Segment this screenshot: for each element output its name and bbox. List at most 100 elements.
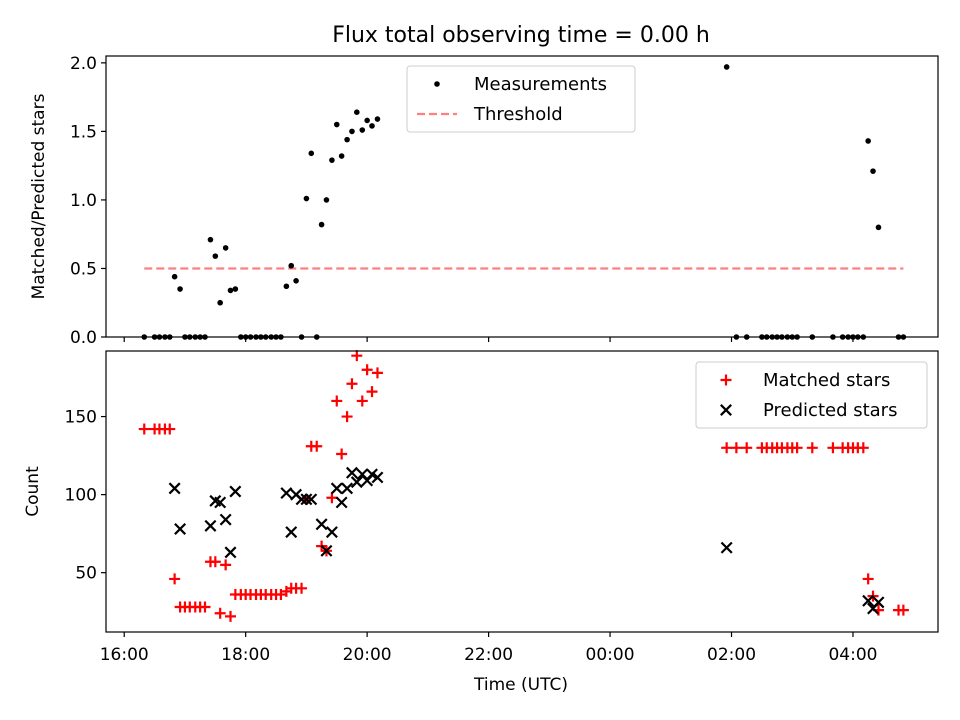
data-point — [293, 278, 299, 284]
legend-marker — [720, 404, 732, 416]
data-point — [359, 127, 366, 133]
plot-frame — [105, 350, 939, 633]
data-point — [217, 299, 223, 306]
data-point — [346, 378, 358, 390]
data-point — [870, 168, 876, 174]
data-point — [354, 109, 360, 115]
data-point — [897, 604, 909, 616]
x-tick-label: 16:00 — [100, 645, 149, 665]
data-point — [288, 262, 295, 269]
data-point — [875, 224, 882, 231]
data-point — [308, 150, 315, 157]
data-point — [212, 253, 219, 259]
data-point — [333, 121, 340, 128]
data-point — [791, 442, 803, 454]
data-point — [171, 273, 178, 280]
data-point — [209, 556, 221, 568]
data-point — [220, 559, 232, 571]
data-point — [325, 526, 338, 539]
legend-entry: Measurements — [434, 74, 607, 95]
legend-label: Predicted stars — [763, 400, 897, 421]
legend-entry: Threshold — [417, 104, 563, 125]
data-point — [330, 482, 343, 495]
data-point — [865, 138, 871, 144]
legend-marker — [434, 81, 440, 87]
chart-title: Flux total observing time = 0.00 h — [332, 23, 710, 48]
data-point — [335, 496, 348, 509]
data-point — [857, 442, 869, 454]
x-tick-label: 00:00 — [586, 645, 635, 665]
data-point — [199, 601, 211, 613]
x-axis-label: Time (UTC) — [473, 675, 568, 695]
data-point — [351, 350, 363, 362]
data-point — [341, 482, 354, 495]
legend-box — [406, 65, 636, 133]
y-tick-label: 0.0 — [70, 328, 97, 348]
data-point — [369, 123, 375, 129]
data-point — [862, 594, 875, 607]
legend-label: Matched stars — [763, 370, 890, 391]
data-point — [222, 245, 229, 251]
y-axis-label: Matched/Predicted stars — [29, 93, 49, 299]
legend-box — [695, 361, 928, 429]
data-point — [331, 395, 343, 407]
panel-count: 16:00 18:00 20:00 22:00 00:00 02:00 04:00 50 100… — [23, 350, 939, 665]
data-point — [174, 522, 187, 535]
data-point — [295, 493, 308, 506]
data-point — [329, 157, 335, 163]
y-axis-label: Count — [23, 466, 43, 517]
data-point — [229, 485, 242, 498]
data-point — [364, 117, 370, 124]
panel-ratio: 0.0 0.5 1.0 1.5 2.0 Matched/Predicted stars Me… — [29, 54, 939, 348]
data-point — [338, 153, 345, 159]
x-tick-label: 18:00 — [221, 645, 270, 665]
data-point — [371, 471, 384, 484]
data-point — [349, 128, 355, 135]
plot-frame — [105, 55, 939, 338]
data-point — [361, 364, 373, 376]
data-point — [138, 423, 150, 435]
data-point — [204, 519, 217, 532]
data-point — [177, 286, 183, 292]
x-tick-label: 02:00 — [707, 645, 756, 665]
data-point — [320, 544, 333, 557]
data-point — [296, 582, 308, 594]
data-point — [872, 596, 885, 609]
x-tick-label: 04:00 — [828, 645, 877, 665]
y-tick-label: 100 — [65, 486, 97, 506]
data-point — [283, 283, 290, 290]
data-point — [827, 442, 839, 454]
data-point — [730, 442, 742, 454]
data-point — [224, 610, 236, 622]
data-point — [366, 386, 378, 398]
data-point — [311, 440, 323, 452]
data-point — [344, 136, 350, 143]
data-point — [280, 487, 293, 500]
data-point — [168, 482, 181, 495]
legend-marker — [720, 374, 732, 386]
data-point — [374, 116, 381, 122]
legend: Measurements Threshold — [406, 65, 636, 133]
data-point — [806, 442, 818, 454]
data-point — [356, 395, 368, 407]
y-tick-label: 150 — [65, 408, 97, 428]
data-point — [214, 607, 226, 619]
y-tick-label: 0.5 — [70, 259, 97, 279]
data-point — [720, 541, 733, 554]
data-point — [345, 466, 358, 479]
x-tick-label: 20:00 — [343, 645, 392, 665]
data-point — [318, 221, 325, 228]
data-point — [303, 195, 310, 202]
legend-label: Measurements — [474, 74, 607, 95]
series-matched-stars — [138, 350, 909, 622]
data-point — [326, 492, 338, 504]
legend-entry: Matched stars — [720, 370, 890, 391]
data-point — [305, 493, 318, 506]
data-point — [350, 476, 363, 489]
data-point — [723, 64, 730, 70]
data-point — [366, 468, 378, 481]
data-point — [323, 197, 330, 203]
legend-entry: Predicted stars — [720, 400, 897, 421]
data-point — [164, 423, 176, 435]
